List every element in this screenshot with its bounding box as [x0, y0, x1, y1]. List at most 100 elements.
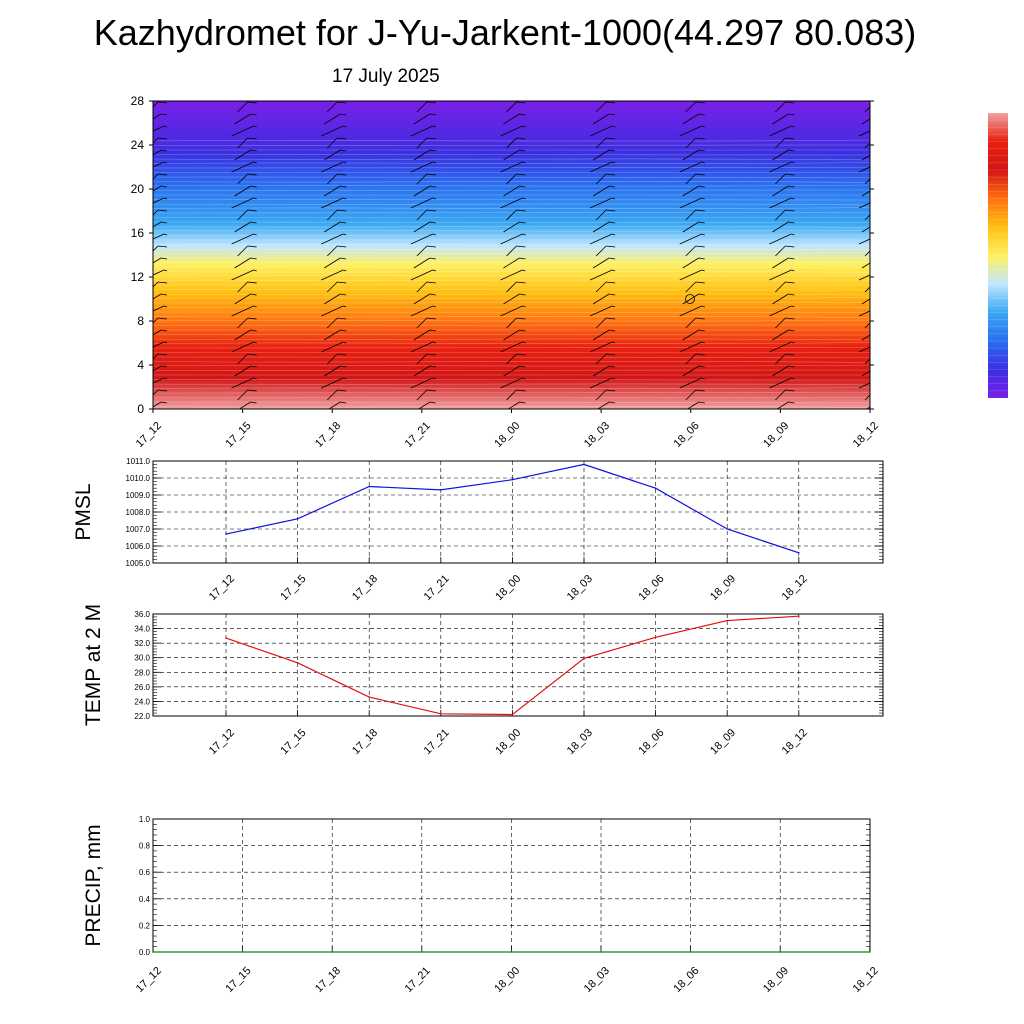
wind-barb	[253, 197, 257, 200]
wind-barb	[519, 329, 526, 332]
wind-barb	[429, 149, 436, 152]
y-tick-label: 4	[137, 358, 144, 372]
x-tick-label: 18_12	[780, 727, 810, 757]
wind-barb	[679, 233, 702, 245]
wind-barb	[432, 377, 437, 380]
wind-barb	[153, 245, 159, 252]
wind-barb	[597, 401, 610, 409]
wind-barb	[595, 317, 607, 329]
x-tick-label: 17_21	[422, 727, 452, 757]
wind-barb	[410, 341, 434, 353]
wind-barb	[592, 365, 610, 377]
y-tick-label: 0.2	[139, 921, 151, 930]
wind-barb	[426, 101, 436, 104]
wind-barb	[247, 101, 257, 104]
x-tick-label: 17_21	[403, 420, 433, 450]
wind-barb	[503, 185, 520, 197]
wind-barb	[522, 269, 526, 272]
contour-line	[153, 139, 870, 142]
wind-barb	[864, 250, 870, 257]
wind-barb	[606, 173, 616, 176]
wind-barb	[519, 113, 526, 116]
wind-barb	[416, 389, 428, 401]
contour-line	[153, 226, 870, 228]
wind-barb	[500, 161, 523, 173]
data-point	[798, 552, 800, 554]
wind-barb	[153, 101, 159, 108]
wind-barb	[592, 149, 610, 161]
wind-barb	[153, 281, 159, 288]
x-tick-label: 18_03	[565, 573, 595, 603]
wind-barb	[416, 173, 428, 185]
wind-barb	[769, 233, 792, 245]
wind-barb	[326, 173, 338, 185]
wind-barb	[698, 329, 705, 332]
wind-barb	[153, 353, 159, 360]
contour-lines	[153, 139, 870, 408]
wind-barb	[324, 221, 341, 233]
wind-barb	[416, 137, 428, 149]
wind-barb	[157, 353, 168, 356]
wind-barb	[861, 226, 870, 233]
wind-barb	[595, 389, 607, 401]
data-point	[583, 463, 585, 466]
wind-barb	[878, 366, 884, 367]
data-point	[583, 657, 585, 660]
wind-barb	[343, 305, 347, 308]
wind-barb	[324, 329, 341, 341]
wind-barb	[426, 245, 436, 248]
wind-barb	[503, 365, 520, 377]
wind-barb	[160, 401, 168, 404]
wind-barb	[343, 269, 347, 272]
wind-barb	[864, 142, 870, 149]
wind-barb	[516, 209, 526, 212]
wind-barb	[682, 329, 699, 341]
wind-barb	[253, 161, 257, 164]
wind-barb	[506, 353, 517, 365]
y-tick-label: 1009.0	[126, 491, 151, 500]
wind-barb	[237, 281, 248, 293]
data-point	[421, 951, 423, 953]
wind-barb	[785, 101, 795, 104]
wind-barb	[321, 125, 344, 137]
wind-barb	[861, 190, 870, 197]
contour-line	[153, 162, 870, 164]
wind-barb	[875, 174, 884, 175]
wind-barb	[321, 341, 344, 353]
wind-barb	[247, 353, 257, 356]
wind-barb	[858, 202, 870, 209]
wind-barb	[237, 209, 248, 221]
contour-line	[153, 203, 870, 206]
y-tick-label: 1010.0	[126, 474, 151, 483]
wind-barb	[237, 137, 248, 149]
wind-barb	[153, 305, 165, 312]
x-tick-label: 17_12	[134, 420, 164, 450]
x-tick-label: 18_03	[565, 727, 595, 757]
data-point	[296, 518, 299, 520]
wind-barb	[611, 269, 616, 272]
wind-barb	[595, 101, 607, 113]
wind-barb	[153, 197, 165, 204]
wind-barb	[503, 257, 520, 269]
y-tick-label: 1.0	[139, 815, 151, 824]
wind-barb	[516, 173, 526, 176]
wind-barb	[791, 305, 795, 308]
wind-barb	[695, 137, 705, 140]
wind-barb	[516, 317, 526, 320]
x-tick-label: 17_12	[207, 573, 237, 603]
data-point	[798, 615, 800, 617]
wind-barb	[609, 113, 616, 116]
wind-barb	[776, 401, 789, 409]
x-tick-label: 18_09	[708, 573, 738, 603]
wind-barb	[595, 137, 607, 149]
wind-barb	[595, 209, 607, 221]
wind-barb	[426, 353, 436, 356]
wind-barb	[410, 125, 434, 137]
wind-barb	[234, 113, 251, 125]
wind-barb	[324, 113, 341, 125]
wind-barb	[506, 245, 517, 257]
wind-barb	[878, 222, 884, 223]
x-tick-label: 18_00	[492, 965, 522, 995]
contour-line	[153, 158, 870, 161]
wind-barbs	[153, 101, 884, 409]
